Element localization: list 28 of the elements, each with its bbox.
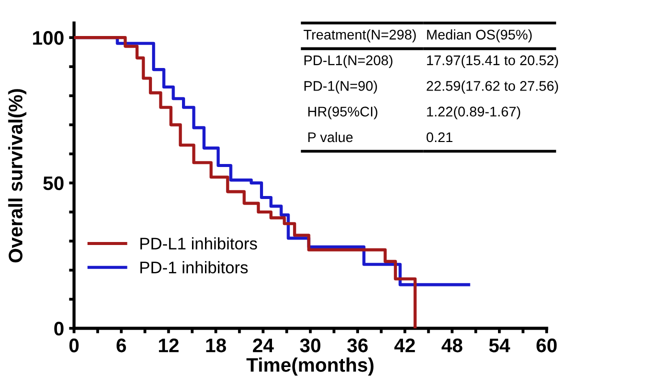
y-tick-label: 100 [33,31,64,45]
annotation: HR(95%CI) [308,106,378,120]
x-tick-label: 36 [347,338,368,352]
annotation: PD-L1(N=208) [304,55,392,68]
annotation: PD-1(N=90) [304,80,377,94]
x-tick-label: 54 [489,338,510,352]
annotation: Treatment(N=298) [304,29,416,42]
x-tick-label: 0 [69,338,79,352]
annotation: Median OS(95%) [427,29,532,42]
annotation: 17.97(15.41 to 20.52) [427,55,558,68]
annotation: P value [308,132,353,142]
x-tick-label: 6 [116,338,126,352]
y-tick-label: 50 [43,176,64,190]
x-axis-title: Time(months) [246,358,374,376]
legend-label: PD-1 inhibitors [140,261,248,274]
annotation: 22.59(17.62 to 27.56) [426,80,558,94]
x-tick-label: 60 [536,338,557,352]
x-tick-label: 12 [158,338,179,352]
x-tick-label: 48 [442,338,462,352]
annotation: 1.22(0.89-1.67) [427,106,520,120]
legend-label: PD-L1 inhibitors [140,237,257,250]
annotation: 0.21 [426,132,452,142]
x-tick-label: 30 [300,338,320,352]
y-tick-label: 0 [54,322,64,336]
x-tick-label: 18 [206,338,226,352]
x-tick-label: 42 [394,338,415,352]
y-axis-title: Overall survival(%) [8,89,26,262]
x-tick-label: 24 [252,338,274,352]
